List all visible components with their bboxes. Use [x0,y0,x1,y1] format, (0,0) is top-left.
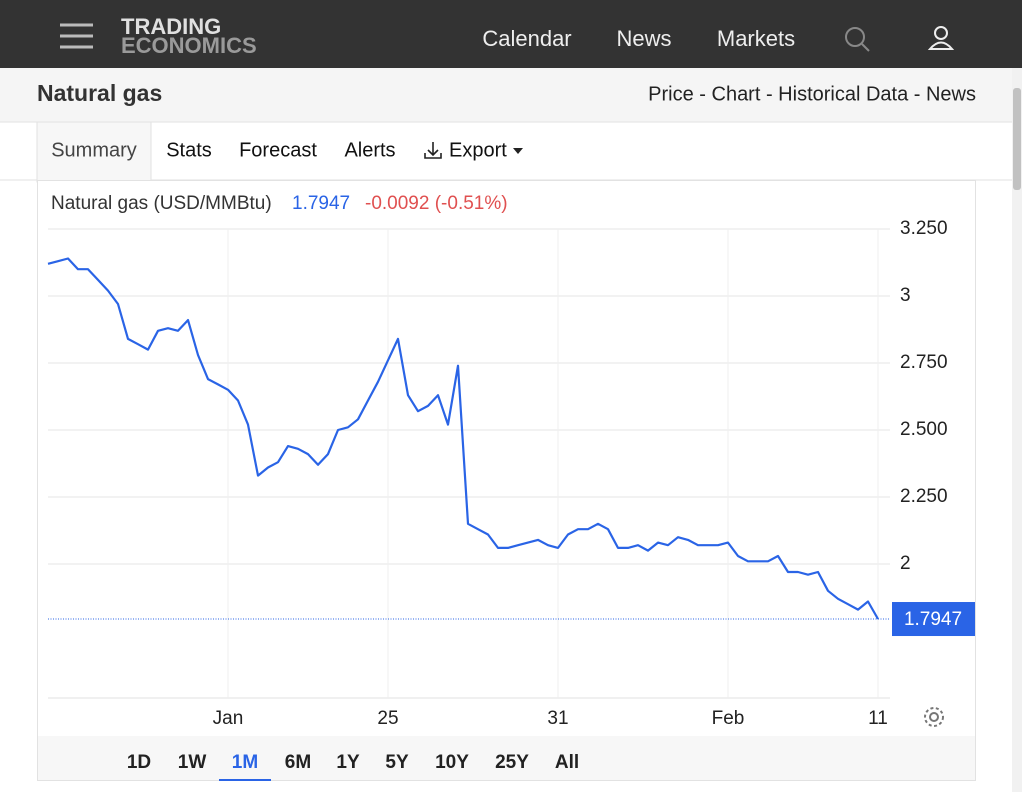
y-tick-label: 2.250 [900,486,948,507]
range-button[interactable]: 1Y [336,752,360,773]
page-title: Natural gas [37,80,162,106]
x-tick-label: Feb [712,708,745,729]
range-button[interactable]: 10Y [435,752,469,773]
range-button[interactable]: 1W [178,752,207,773]
x-tick-label: 11 [868,708,888,729]
nav-link[interactable]: News [616,26,671,51]
x-tick-label: 25 [377,708,398,729]
menu-icon[interactable] [60,23,93,49]
range-button[interactable]: 6M [285,752,311,773]
y-tick-label: 2 [900,553,911,574]
tab[interactable]: Forecast [239,139,317,161]
chart-card [37,180,976,781]
last-value-label: 1.7947 [904,609,962,630]
y-tick-label: 2.500 [900,419,948,440]
plot: 3.250 3 2.750 2.500 2.250 2 Jan 25 31 Feb 11 1.7947… [47,218,975,781]
settings-icon[interactable] [924,707,944,727]
chart-title: Natural gas (USD/MMBtu) [51,193,272,214]
search-icon[interactable] [845,27,870,52]
range-button[interactable]: All [555,752,579,773]
tab[interactable]: Alerts [344,139,395,161]
scrollbar [1012,68,1022,792]
tab[interactable]: Stats [166,139,212,161]
download-icon [424,142,442,159]
nav-link[interactable]: Calendar [482,26,571,51]
range-button[interactable]: 5Y [385,752,409,773]
tab[interactable]: Export [449,139,507,161]
tab[interactable]: Summary [51,139,137,161]
range-bar [38,736,975,780]
nav-link[interactable]: Markets [717,26,795,51]
header-links[interactable]: Price - Chart - Historical Data - News [648,83,976,105]
scrollbar-thumb[interactable] [1013,88,1021,190]
last-value: 1.7947 [292,193,350,214]
header-bar [0,68,1012,122]
y-tick-label: 2.750 [900,352,948,373]
price-line [47,257,879,620]
range-button[interactable]: 1D [127,752,151,773]
y-tick-label: 3.250 [900,218,948,239]
caret [513,148,523,154]
last-value-badge [892,602,975,637]
logo[interactable]: TRADING [121,14,221,39]
top-bar [0,0,1022,68]
change: -0.0092 (-0.51%) [365,193,508,214]
range-button[interactable]: 25Y [495,752,529,773]
y-tick-label: 3 [900,285,911,306]
range-button[interactable]: 1M [232,752,258,773]
logo[interactable]: ECONOMICS [121,33,257,58]
user-icon[interactable] [927,26,955,50]
x-tick-label: 31 [547,708,568,729]
x-tick-label: Jan [213,708,244,729]
